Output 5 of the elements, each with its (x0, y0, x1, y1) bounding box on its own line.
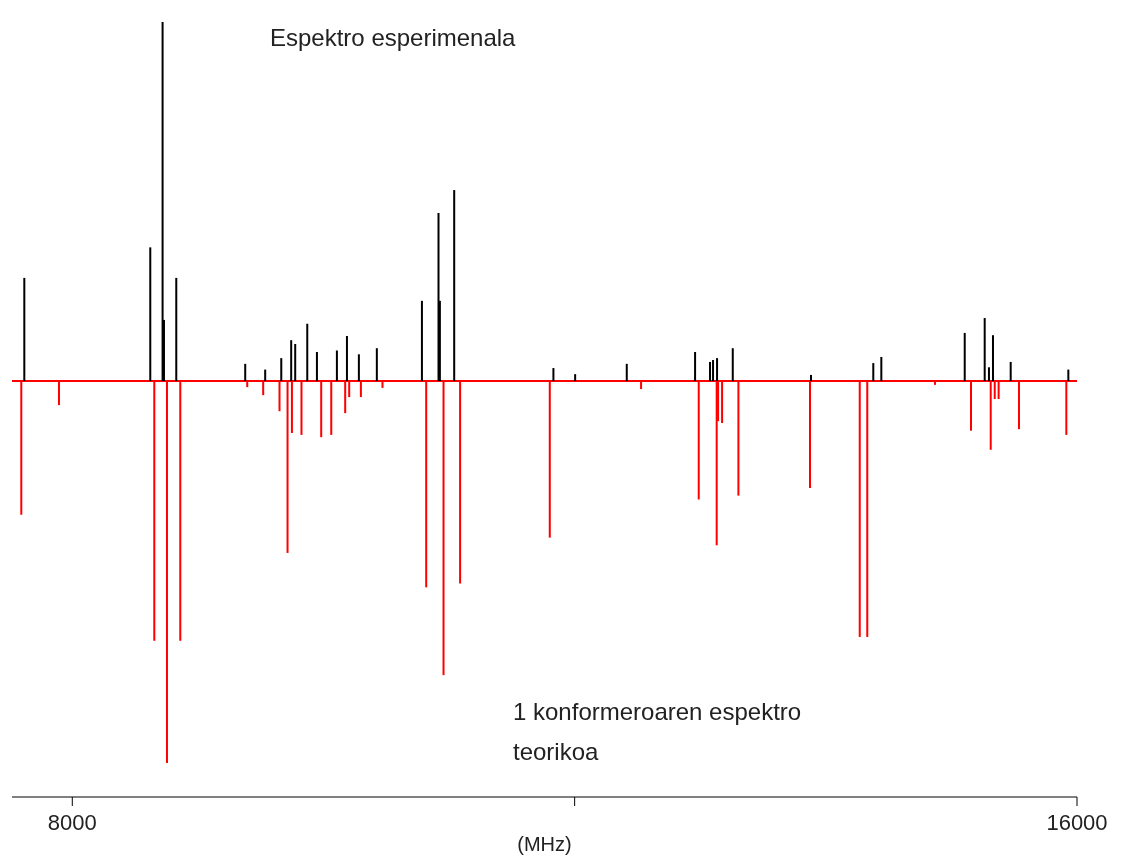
annotation: Espektro esperimenala (270, 23, 517, 53)
x-tick-label: 16000 (1046, 809, 1108, 835)
annotation: 1 konformeroaren espektro teorikoa (513, 697, 803, 767)
x-axis-title: (MHz) (517, 833, 572, 855)
x-tick-label: 8000 (47, 809, 97, 835)
